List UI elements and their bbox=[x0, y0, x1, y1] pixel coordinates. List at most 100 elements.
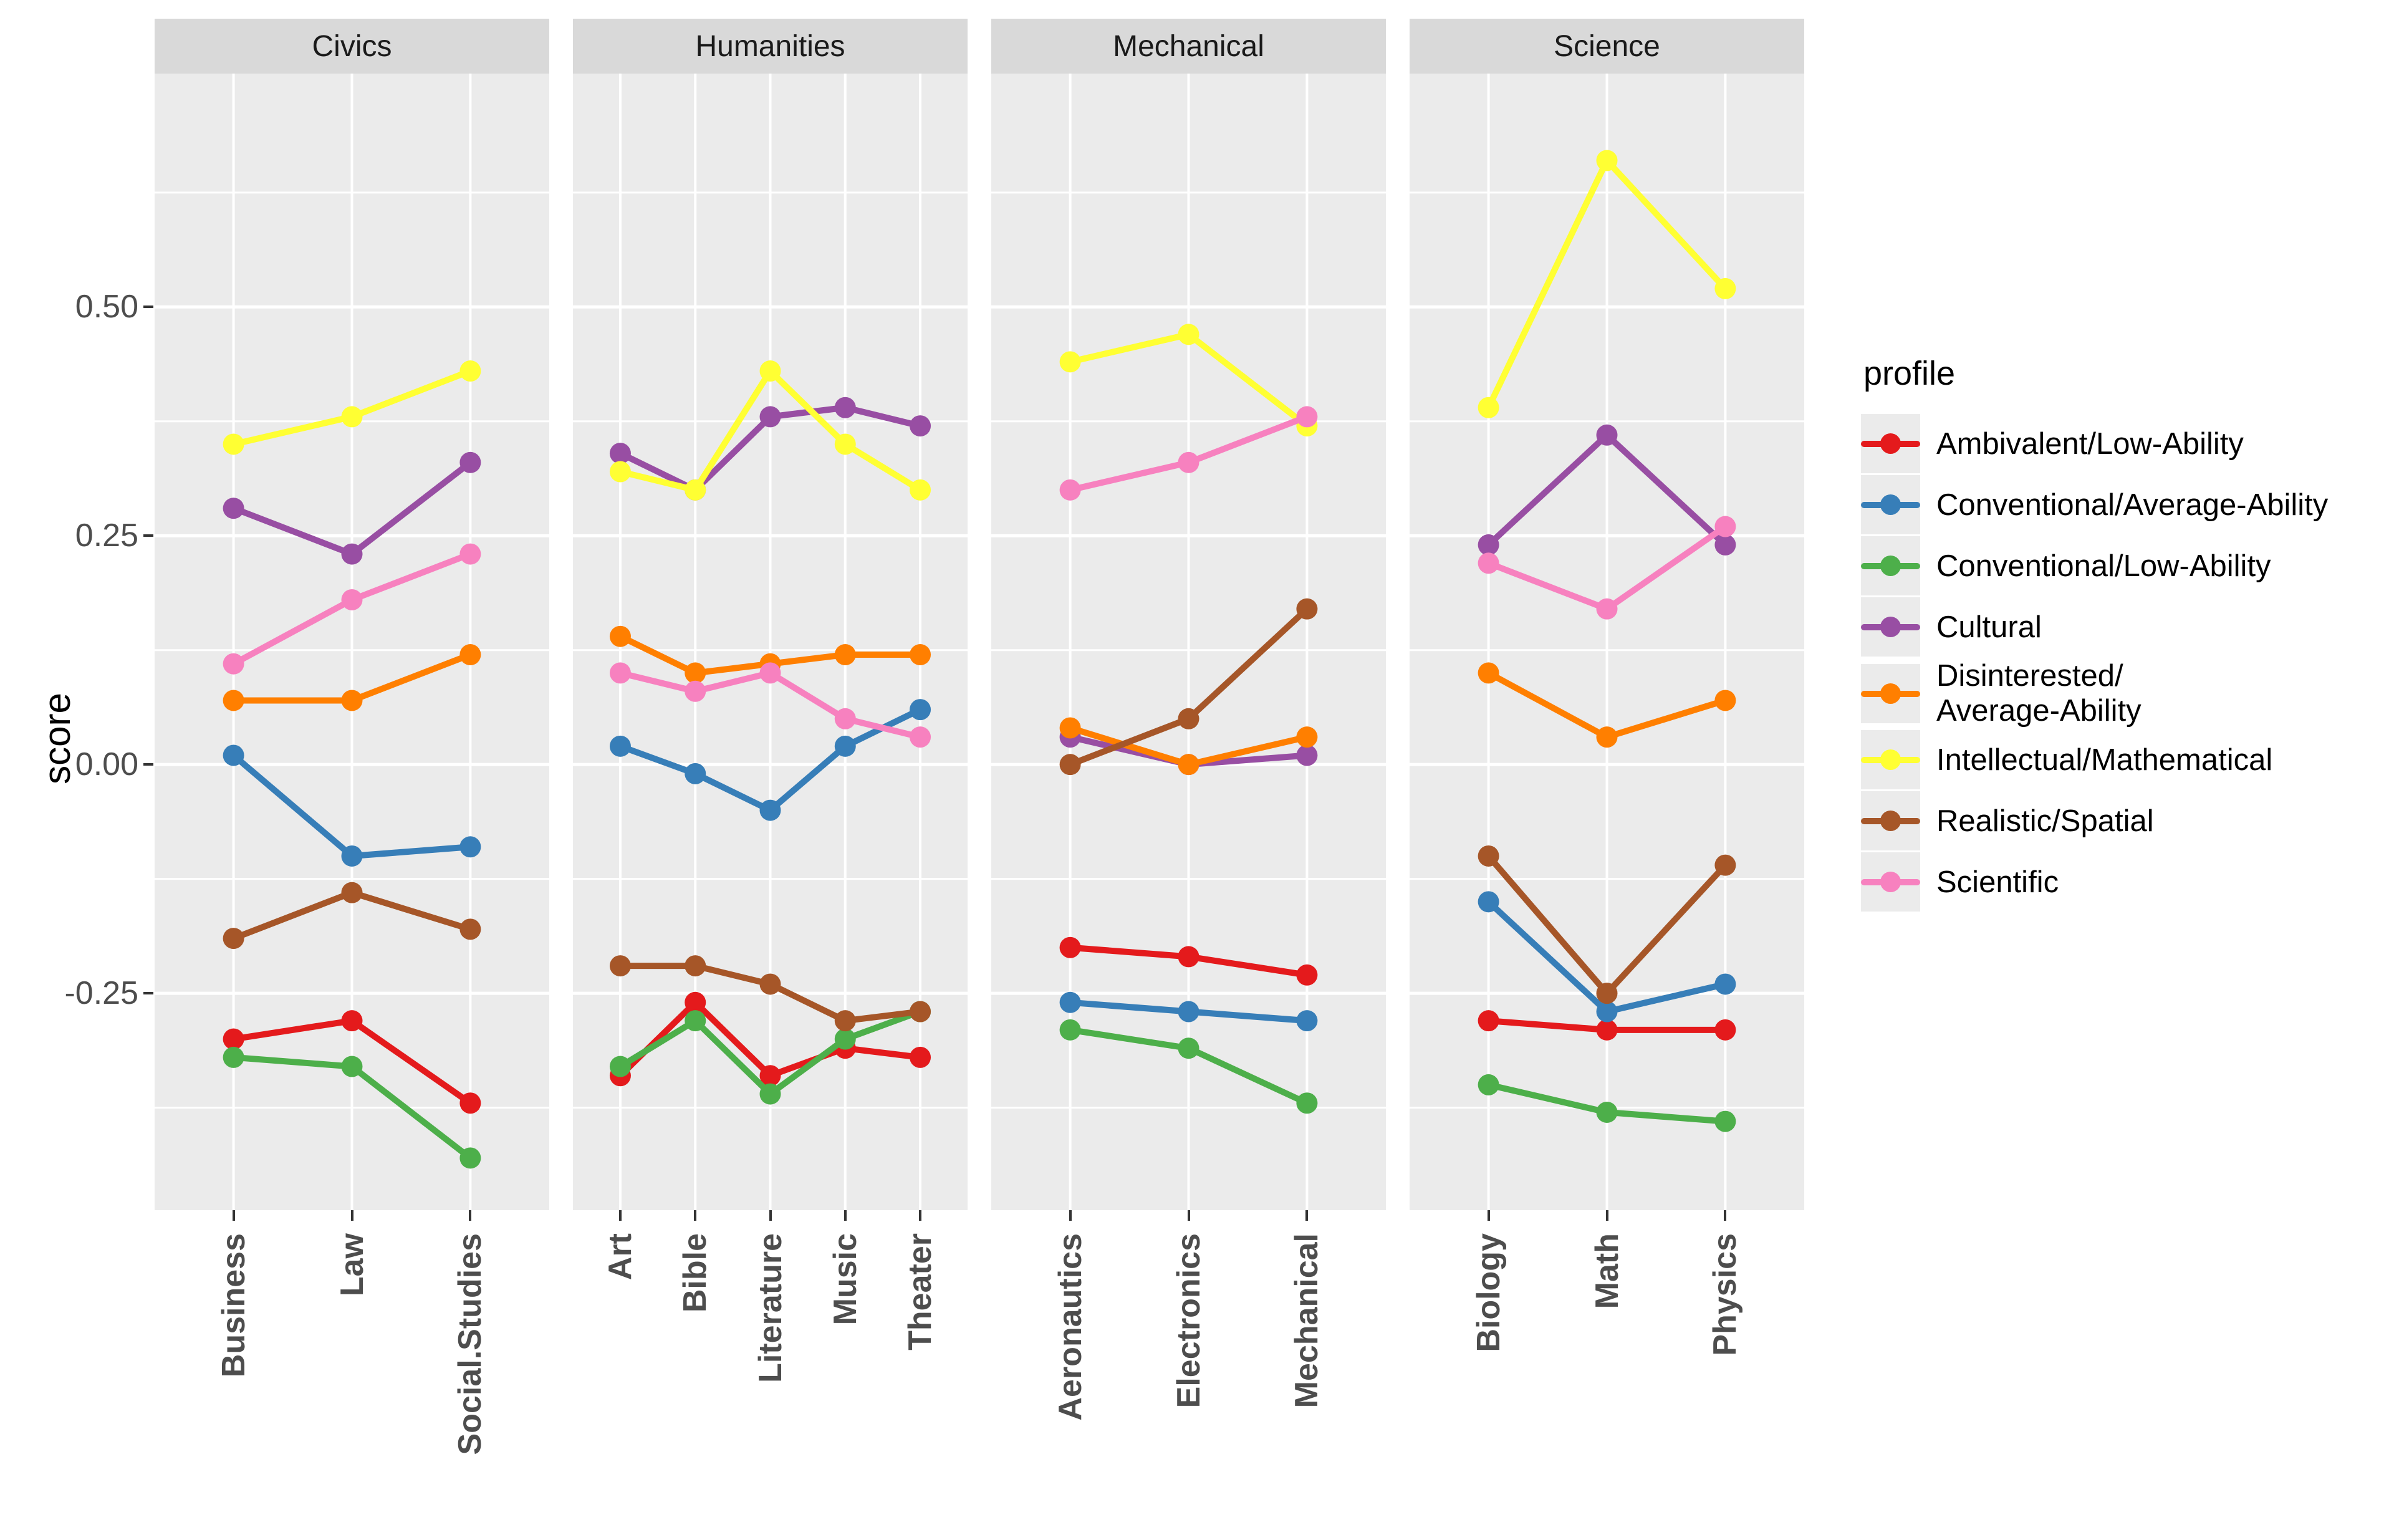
data-point bbox=[834, 433, 856, 455]
legend-rows: Ambivalent/Low-Ability Conventional/Avera… bbox=[1861, 414, 2385, 912]
data-point bbox=[1478, 534, 1499, 556]
y-tick-label: 0.25 bbox=[75, 517, 138, 554]
data-point bbox=[459, 644, 481, 666]
data-point bbox=[759, 799, 781, 821]
data-point bbox=[1178, 1001, 1199, 1023]
data-point bbox=[1596, 150, 1618, 171]
data-point bbox=[1178, 1037, 1199, 1059]
data-point bbox=[609, 461, 631, 483]
data-point bbox=[1596, 983, 1618, 1004]
data-point bbox=[910, 699, 931, 721]
facet-strip-label: Civics bbox=[312, 29, 392, 63]
x-tick-label: Art bbox=[602, 1233, 638, 1281]
data-point bbox=[1059, 754, 1081, 776]
data-point bbox=[1714, 1019, 1736, 1041]
data-point bbox=[1059, 351, 1081, 373]
data-point bbox=[910, 415, 931, 437]
legend-key-icon bbox=[1861, 536, 1920, 595]
data-point bbox=[1478, 845, 1499, 867]
data-point bbox=[1296, 726, 1318, 748]
data-point bbox=[759, 406, 781, 428]
data-point bbox=[459, 1092, 481, 1114]
y-tick-mark bbox=[143, 992, 153, 995]
legend-key-dot bbox=[1880, 683, 1901, 704]
data-point bbox=[759, 973, 781, 995]
legend-key-icon bbox=[1861, 791, 1920, 850]
data-point bbox=[1296, 744, 1318, 766]
data-point bbox=[1059, 717, 1081, 739]
legend-label: Conventional/Average-Ability bbox=[1936, 488, 2329, 522]
legend-key-dot bbox=[1880, 556, 1901, 576]
data-point bbox=[459, 360, 481, 382]
x-tick-label: Physics bbox=[1707, 1233, 1744, 1356]
legend-item: Ambivalent/Low-Ability bbox=[1861, 414, 2385, 473]
data-point bbox=[1714, 277, 1736, 299]
data-point bbox=[910, 726, 931, 748]
data-point bbox=[459, 1147, 481, 1169]
data-point bbox=[341, 882, 363, 903]
data-point bbox=[609, 1056, 631, 1077]
data-point bbox=[834, 1028, 856, 1050]
legend-item: Conventional/Low-Ability bbox=[1861, 536, 2385, 595]
data-point bbox=[834, 397, 856, 418]
x-tick-label: Social.Studies bbox=[452, 1233, 489, 1455]
data-point bbox=[834, 735, 856, 757]
data-point bbox=[341, 543, 363, 565]
data-point bbox=[1178, 754, 1199, 776]
data-point bbox=[685, 955, 706, 977]
data-point bbox=[759, 360, 781, 382]
data-point bbox=[685, 479, 706, 501]
data-point bbox=[834, 1010, 856, 1032]
legend-key-icon bbox=[1861, 852, 1920, 912]
data-point bbox=[1714, 534, 1736, 556]
panel-plot bbox=[573, 74, 968, 1210]
panel-plot bbox=[1410, 74, 1804, 1210]
data-point bbox=[1714, 1110, 1736, 1132]
legend-item: Cultural bbox=[1861, 597, 2385, 657]
legend-key-icon bbox=[1861, 475, 1920, 534]
legend-label: Intellectual/Mathematical bbox=[1936, 743, 2273, 777]
data-point bbox=[609, 625, 631, 647]
x-tick-mark bbox=[844, 1210, 847, 1221]
data-point bbox=[1178, 708, 1199, 729]
data-point bbox=[1478, 662, 1499, 684]
panel-science bbox=[1410, 74, 1804, 1210]
data-point bbox=[1596, 598, 1618, 620]
data-point bbox=[759, 1065, 781, 1087]
x-tick-label: Aeronautics bbox=[1052, 1233, 1089, 1421]
data-point bbox=[685, 680, 706, 702]
data-point bbox=[1178, 451, 1199, 473]
x-tick-label: Math bbox=[1589, 1233, 1625, 1309]
data-point bbox=[1296, 1010, 1318, 1032]
facet-strip-label: Science bbox=[1554, 29, 1660, 63]
legend-item: Conventional/Average-Ability bbox=[1861, 475, 2385, 534]
legend-key-dot bbox=[1880, 433, 1901, 454]
x-tick-label: Music bbox=[827, 1233, 863, 1326]
data-point bbox=[1059, 1019, 1081, 1041]
data-point bbox=[910, 1046, 931, 1068]
data-point bbox=[1296, 1092, 1318, 1114]
data-point bbox=[223, 744, 244, 766]
legend-item: Realistic/Spatial bbox=[1861, 791, 2385, 850]
legend-key-icon bbox=[1861, 597, 1920, 657]
x-tick-label: Mechanical bbox=[1289, 1233, 1325, 1408]
data-point bbox=[1059, 479, 1081, 501]
legend-key-dot bbox=[1880, 811, 1901, 831]
legend-key-dot bbox=[1880, 872, 1901, 892]
x-tick-label: Bible bbox=[677, 1233, 714, 1313]
data-point bbox=[685, 991, 706, 1013]
data-point bbox=[1596, 424, 1618, 446]
data-point bbox=[223, 928, 244, 950]
legend-key-dot bbox=[1880, 494, 1901, 515]
data-point bbox=[341, 1056, 363, 1077]
legend-title: profile bbox=[1863, 355, 1956, 392]
facet-strip-humanities: Humanities bbox=[573, 19, 968, 74]
data-point bbox=[1059, 991, 1081, 1013]
legend-item: Disinterested/ Average-Ability bbox=[1861, 658, 2385, 728]
legend-label: Ambivalent/Low-Ability bbox=[1936, 426, 2244, 461]
x-tick-label: Biology bbox=[1470, 1233, 1507, 1352]
data-point bbox=[609, 662, 631, 684]
data-point bbox=[459, 451, 481, 473]
x-tick-label: Business bbox=[215, 1233, 252, 1378]
data-point bbox=[459, 836, 481, 858]
